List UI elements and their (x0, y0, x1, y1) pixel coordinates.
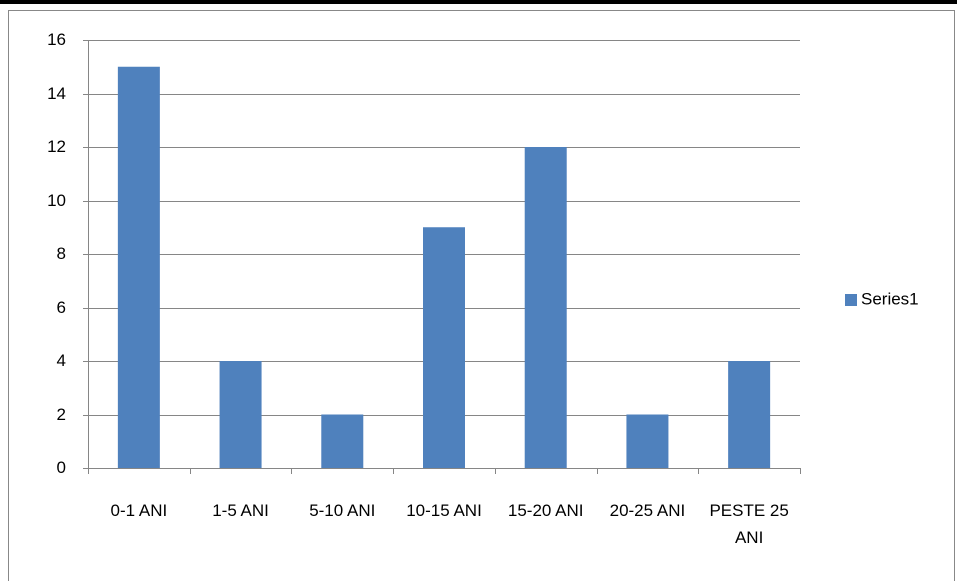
y-tick-label: 12 (47, 137, 66, 156)
y-tick-label: 10 (47, 191, 66, 210)
y-tick-label: 6 (57, 298, 66, 317)
top-rule (0, 0, 957, 4)
legend-swatch (845, 294, 857, 306)
bar (117, 66, 160, 468)
bar (321, 414, 364, 468)
x-tick-label: 1-5 ANI (212, 501, 269, 520)
x-tick-label: 5-10 ANI (309, 501, 376, 520)
bar (728, 361, 771, 468)
y-tick-label: 4 (57, 351, 66, 370)
bar (219, 361, 262, 468)
x-tick-label: 0-1 ANI (110, 501, 168, 520)
x-tick-label: 20-25 ANI (609, 501, 686, 520)
x-tick-label: PESTE 25 ANI (709, 501, 789, 547)
bar (524, 147, 567, 468)
chart-border (8, 10, 955, 581)
x-tick-label: 10-15 ANI (406, 501, 482, 520)
y-tick-label: 2 (57, 405, 66, 424)
y-tick-label: 0 (57, 458, 66, 477)
y-tick-label: 16 (47, 30, 66, 49)
bar (423, 227, 465, 468)
bar (626, 414, 669, 468)
x-tick-label: 15-20 ANI (507, 501, 584, 520)
y-tick-label: 14 (47, 84, 66, 103)
legend-label: Series1 (861, 289, 919, 308)
y-tick-label: 8 (57, 244, 66, 263)
